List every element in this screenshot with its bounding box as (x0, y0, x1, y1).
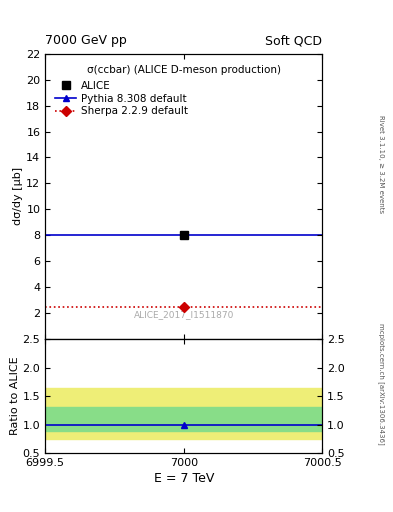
Bar (45, 408, 322, 432)
Legend: ALICE, Pythia 8.308 default, Sherpa 2.2.9 default: ALICE, Pythia 8.308 default, Sherpa 2.2.… (53, 79, 190, 118)
Y-axis label: Ratio to ALICE: Ratio to ALICE (10, 357, 20, 435)
Text: mcplots.cern.ch [arXiv:1306.3436]: mcplots.cern.ch [arXiv:1306.3436] (378, 323, 385, 445)
Text: 7000 GeV pp: 7000 GeV pp (45, 34, 127, 47)
Bar (45, 388, 322, 439)
Text: Rivet 3.1.10, ≥ 3.2M events: Rivet 3.1.10, ≥ 3.2M events (378, 115, 384, 213)
Text: σ(ccbar) (ALICE D-meson production): σ(ccbar) (ALICE D-meson production) (87, 65, 281, 75)
Text: ALICE_2017_I1511870: ALICE_2017_I1511870 (134, 310, 234, 319)
X-axis label: E = 7 TeV: E = 7 TeV (154, 472, 214, 485)
Text: Soft QCD: Soft QCD (265, 34, 322, 47)
Y-axis label: dσ/dy [μb]: dσ/dy [μb] (13, 167, 23, 225)
